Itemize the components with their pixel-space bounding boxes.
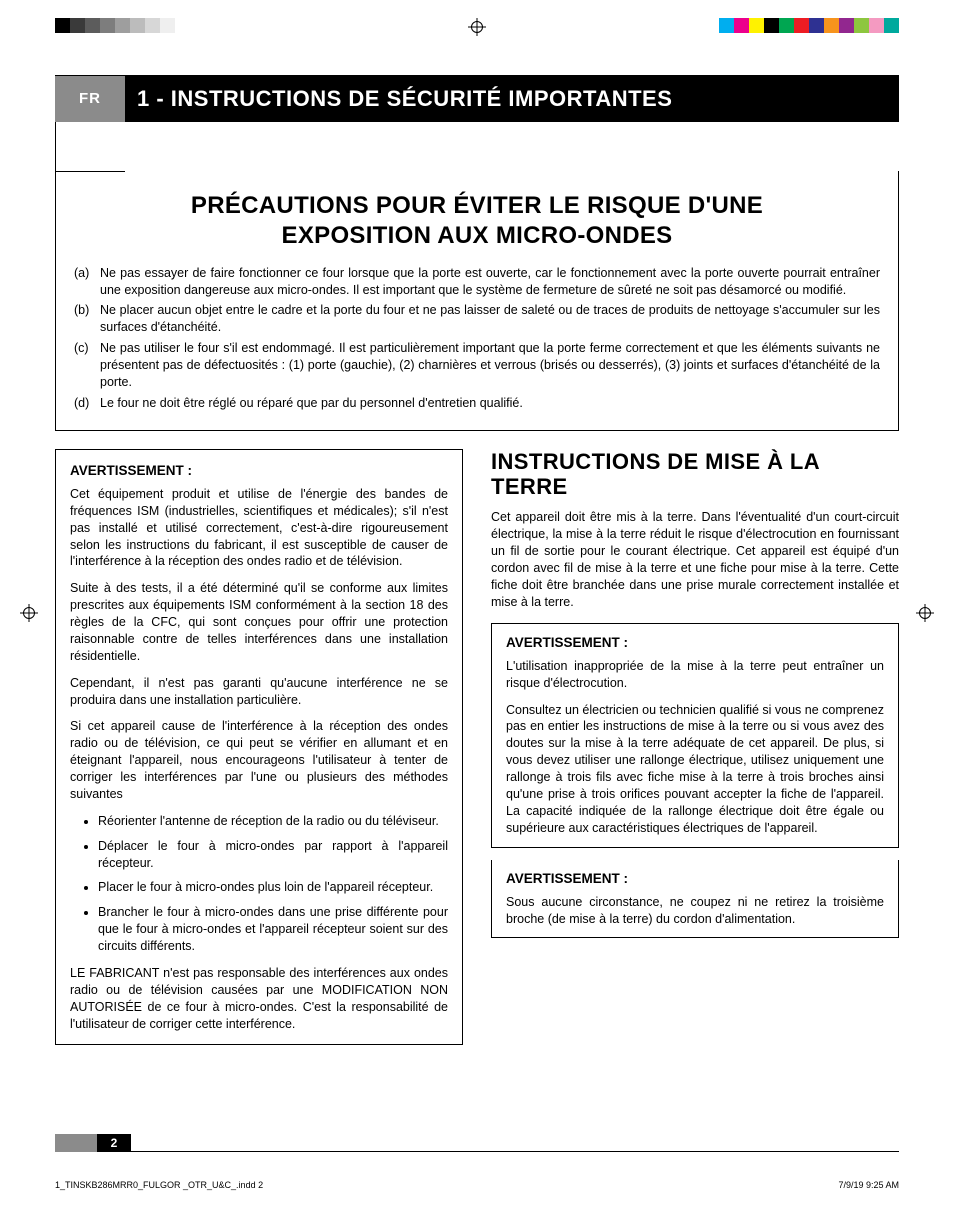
language-tab: FR bbox=[55, 76, 125, 122]
swatch bbox=[779, 18, 794, 33]
footer-gray-stub bbox=[55, 1134, 97, 1152]
precaution-item: (c)Ne pas utiliser le four s'il est endo… bbox=[74, 340, 880, 391]
swatch bbox=[719, 18, 734, 33]
swatch bbox=[160, 18, 175, 33]
swatch bbox=[70, 18, 85, 33]
swatch bbox=[734, 18, 749, 33]
section-header: FR 1 - INSTRUCTIONS DE SÉCURITÉ IMPORTAN… bbox=[55, 76, 899, 122]
item-text: Ne placer aucun objet entre le cadre et … bbox=[100, 302, 880, 336]
swatch bbox=[869, 18, 884, 33]
swatch bbox=[85, 18, 100, 33]
bullet-item: Brancher le four à micro-ondes dans une … bbox=[98, 904, 448, 955]
right-column: INSTRUCTIONS DE MISE À LA TERRE Cet appa… bbox=[491, 449, 899, 1046]
registration-mark-left-icon bbox=[20, 604, 38, 622]
left-column: AVERTISSEMENT : Cet équipement produit e… bbox=[55, 449, 463, 1046]
paragraph: Sous aucune circonstance, ne coupez ni n… bbox=[506, 894, 884, 928]
two-column-layout: AVERTISSEMENT : Cet équipement produit e… bbox=[55, 449, 899, 1046]
precautions-title-line1: PRÉCAUTIONS POUR ÉVITER LE RISQUE D'UNE bbox=[191, 192, 763, 219]
item-text: Le four ne doit être réglé ou réparé que… bbox=[100, 395, 523, 412]
grounding-heading: INSTRUCTIONS DE MISE À LA TERRE bbox=[491, 449, 899, 500]
color-swatch-row bbox=[719, 18, 899, 33]
item-label: (d) bbox=[74, 395, 100, 412]
paragraph: Suite à des tests, il a été déterminé qu… bbox=[70, 580, 448, 664]
paragraph: Consultez un électricien ou technicien q… bbox=[506, 702, 884, 837]
precautions-title: PRÉCAUTIONS POUR ÉVITER LE RISQUE D'UNE … bbox=[74, 191, 880, 251]
page-number: 2 bbox=[97, 1134, 131, 1152]
paragraph: Cet appareil doit être mis à la terre. D… bbox=[491, 509, 899, 610]
swatch bbox=[145, 18, 160, 33]
precaution-item: (a)Ne pas essayer de faire fonctionner c… bbox=[74, 265, 880, 299]
registration-mark-right-icon bbox=[916, 604, 934, 622]
page: FR 1 - INSTRUCTIONS DE SÉCURITÉ IMPORTAN… bbox=[0, 0, 954, 1226]
swatch bbox=[130, 18, 145, 33]
precaution-item: (d)Le four ne doit être réglé ou réparé … bbox=[74, 395, 880, 412]
printer-marks-top bbox=[55, 18, 899, 38]
swatch bbox=[854, 18, 869, 33]
bullet-item: Déplacer le four à micro-ondes par rappo… bbox=[98, 838, 448, 872]
paragraph: Cependant, il n'est pas garanti qu'aucun… bbox=[70, 675, 448, 709]
precautions-title-line2: EXPOSITION AUX MICRO-ONDES bbox=[282, 222, 673, 249]
bullet-list: Réorienter l'antenne de réception de la … bbox=[70, 813, 448, 955]
swatch bbox=[115, 18, 130, 33]
precautions-box: PRÉCAUTIONS POUR ÉVITER LE RISQUE D'UNE … bbox=[55, 171, 899, 431]
registration-mark-icon bbox=[468, 18, 486, 36]
warning-heading: AVERTISSEMENT : bbox=[506, 634, 884, 652]
swatch bbox=[809, 18, 824, 33]
precautions-list: (a)Ne pas essayer de faire fonctionner c… bbox=[74, 265, 880, 412]
gray-swatch-row bbox=[55, 18, 175, 33]
item-label: (c) bbox=[74, 340, 100, 391]
warning-heading: AVERTISSEMENT : bbox=[70, 462, 448, 480]
swatch bbox=[839, 18, 854, 33]
header-stub bbox=[55, 122, 125, 172]
warning-heading: AVERTISSEMENT : bbox=[506, 870, 884, 888]
footer-rule: 2 bbox=[55, 1134, 899, 1152]
precaution-item: (b)Ne placer aucun objet entre le cadre … bbox=[74, 302, 880, 336]
swatch bbox=[100, 18, 115, 33]
paragraph: L'utilisation inappropriée de la mise à … bbox=[506, 658, 884, 692]
bullet-item: Placer le four à micro-ondes plus loin d… bbox=[98, 879, 448, 896]
item-text: Ne pas utiliser le four s'il est endomma… bbox=[100, 340, 880, 391]
print-slug: 1_TINSKB286MRR0_FULGOR _OTR_U&C_.indd 2 … bbox=[55, 1178, 899, 1192]
slug-timestamp: 7/9/19 9:25 AM bbox=[838, 1179, 899, 1191]
swatch bbox=[55, 18, 70, 33]
content-area: FR 1 - INSTRUCTIONS DE SÉCURITÉ IMPORTAN… bbox=[55, 75, 899, 1045]
right-warning-box-2: AVERTISSEMENT : Sous aucune circonstance… bbox=[491, 860, 899, 939]
paragraph: LE FABRICANT n'est pas responsable des i… bbox=[70, 965, 448, 1033]
swatch bbox=[794, 18, 809, 33]
swatch bbox=[884, 18, 899, 33]
paragraph: Cet équipement produit et utilise de l'é… bbox=[70, 486, 448, 570]
slug-filename: 1_TINSKB286MRR0_FULGOR _OTR_U&C_.indd 2 bbox=[55, 1179, 263, 1191]
swatch bbox=[824, 18, 839, 33]
section-title: 1 - INSTRUCTIONS DE SÉCURITÉ IMPORTANTES bbox=[125, 76, 899, 122]
paragraph: Si cet appareil cause de l'interférence … bbox=[70, 718, 448, 802]
right-warning-box-1: AVERTISSEMENT : L'utilisation inappropri… bbox=[491, 623, 899, 848]
swatch bbox=[749, 18, 764, 33]
item-text: Ne pas essayer de faire fonctionner ce f… bbox=[100, 265, 880, 299]
left-warning-box: AVERTISSEMENT : Cet équipement produit e… bbox=[55, 449, 463, 1046]
bullet-item: Réorienter l'antenne de réception de la … bbox=[98, 813, 448, 830]
item-label: (a) bbox=[74, 265, 100, 299]
item-label: (b) bbox=[74, 302, 100, 336]
page-number-tab: 2 bbox=[55, 1134, 131, 1152]
swatch bbox=[764, 18, 779, 33]
